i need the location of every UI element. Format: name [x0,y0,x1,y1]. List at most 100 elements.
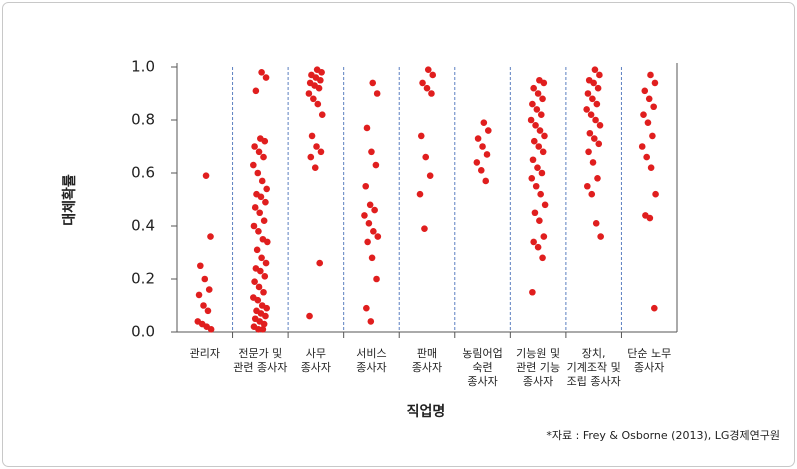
y-tick-label: 0.8 [131,111,155,129]
data-point [362,182,370,190]
data-point [647,71,654,79]
data-point [593,100,601,108]
data-point [253,246,261,254]
x-tick-label: 기능원 및 [516,347,560,360]
data-point [644,119,652,126]
data-point [584,90,592,97]
data-point [371,206,378,214]
data-point [255,148,263,156]
x-tick-label: 단순 노무 [627,347,671,360]
data-point [647,164,655,171]
data-point [259,326,267,333]
data-point [316,259,324,267]
data-point [428,90,435,97]
data-point [255,283,263,291]
data-point [534,243,542,251]
data-point [477,167,485,174]
data-point [260,288,267,296]
data-point [207,233,214,240]
data-point [529,156,537,164]
data-point [539,254,546,262]
data-point [308,132,316,140]
data-point [591,66,599,73]
data-point [650,103,657,111]
data-point [365,220,373,227]
data-point [484,127,492,134]
data-point [417,132,425,140]
data-point [540,233,548,240]
x-tick-label: 장치, [582,347,606,360]
data-point [535,143,543,150]
data-point [306,312,313,320]
data-point [263,304,270,312]
data-point [649,132,656,140]
data-point [251,278,258,285]
y-axis-label: 대체확률 [61,174,78,226]
data-point [483,151,491,158]
data-point [250,161,257,169]
data-point [251,143,258,150]
data-point [589,95,596,103]
data-point [315,84,323,92]
data-point [261,137,269,145]
data-point [473,159,481,166]
data-point [256,209,263,217]
data-point [584,182,591,190]
data-point [200,302,207,309]
data-point [258,254,265,262]
data-point [202,172,210,179]
data-point [373,90,381,97]
data-point [262,198,269,206]
data-point [264,238,271,246]
data-point [367,318,375,325]
y-tick-label: 0.2 [131,270,155,288]
data-point [587,111,595,118]
data-point [257,267,264,275]
data-point [370,228,377,235]
data-point [197,262,204,270]
data-point [528,175,536,182]
data-point [364,238,371,246]
data-point [305,90,313,97]
source-note: *자료 : Frey & Osborne (2013), LG경제연구원 [546,429,780,442]
data-point [258,177,266,185]
data-point [419,79,426,87]
x-tick-label: 전문가 및 [238,347,282,360]
data-point [529,100,536,108]
data-point [258,69,265,76]
data-point [589,159,597,166]
data-point [317,76,324,84]
x-tick-label: 종사자 [356,361,386,374]
x-tick-label: 관련 종사자 [233,361,287,374]
x-tick-label: 종사자 [634,361,664,374]
data-point [540,79,548,87]
x-tick-label: 관리자 [190,347,220,360]
data-point [366,201,374,209]
data-point [541,201,549,209]
data-point [530,137,538,145]
data-point [474,135,482,142]
y-tick-label: 0.4 [131,217,155,235]
data-point [416,190,424,198]
y-tick-label: 1.0 [131,58,155,76]
data-point [318,111,326,118]
data-point [537,111,545,118]
data-point [651,304,658,312]
x-tick-label: 관련 기능 [516,361,560,374]
data-point [530,84,537,92]
data-point [534,90,542,97]
y-tick-label: 0.0 [131,323,155,341]
data-point [260,217,268,224]
data-point [255,228,262,235]
data-point [261,273,269,280]
data-point [307,153,315,161]
data-point [311,164,319,171]
data-point [538,169,546,177]
data-point [426,172,434,179]
data-point [594,84,602,92]
data-point [539,95,546,103]
data-point [318,69,325,76]
data-point [641,87,649,95]
data-point [541,132,548,140]
data-point [254,296,262,304]
